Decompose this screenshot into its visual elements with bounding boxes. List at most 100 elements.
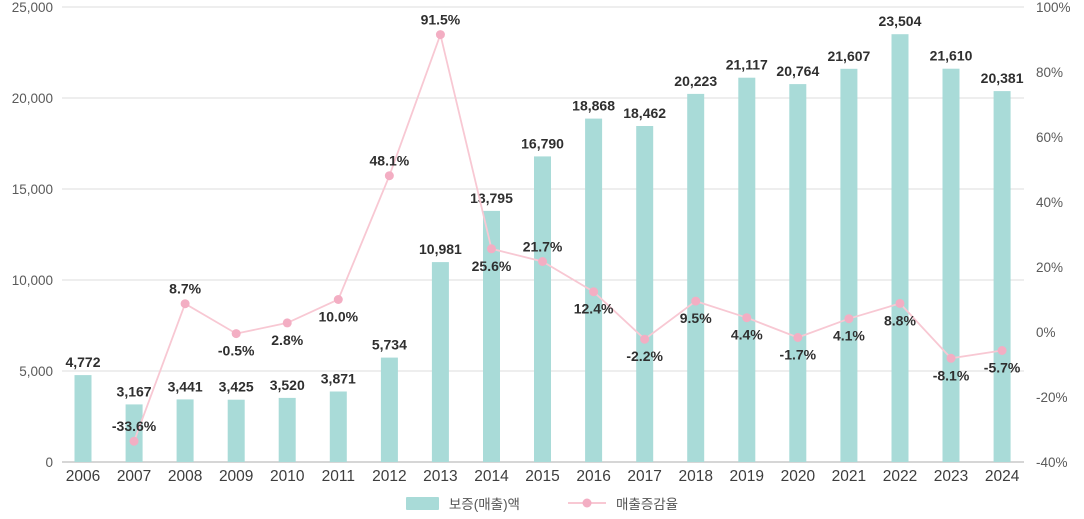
bar (636, 126, 654, 462)
bar-value-label: 13,795 (470, 190, 513, 206)
data-point-marker (486, 244, 496, 254)
x-axis-label: 2019 (730, 468, 764, 485)
data-point-marker (793, 333, 803, 342)
pct-label: 8.8% (884, 312, 916, 328)
right-axis-tick-label: -20% (1036, 390, 1068, 405)
pct-label: 25.6% (472, 258, 512, 274)
x-axis-label: 2010 (270, 468, 305, 485)
bar-value-label: 18,462 (623, 105, 666, 121)
bar-series-swatch-icon (405, 496, 439, 510)
x-axis-label: 2017 (627, 468, 661, 485)
bar-value-label: 3,425 (219, 379, 254, 395)
data-point-marker (435, 30, 445, 40)
x-axis-label: 2011 (322, 468, 355, 485)
pct-label: 91.5% (421, 12, 461, 28)
pct-label: 12.4% (574, 301, 614, 317)
bar-value-label: 23,504 (879, 13, 922, 29)
right-axis-tick-label: 20% (1036, 260, 1063, 275)
bar (534, 156, 551, 462)
x-axis-label: 2018 (678, 468, 712, 485)
bar (891, 34, 909, 462)
legend-item-bar-series: 보증(매출)액 (405, 493, 520, 513)
pct-label: -33.6% (112, 418, 157, 434)
data-point-marker (589, 287, 599, 297)
bar (125, 404, 143, 462)
bar-value-label: 4,772 (65, 354, 100, 370)
left-axis-tick-label: 5,000 (19, 364, 53, 379)
trend-line (133, 31, 1003, 442)
data-point-marker (946, 353, 956, 363)
bar-value-label: 18,868 (572, 98, 615, 114)
line-series-marker-icon (582, 498, 592, 508)
left-axis-tick-label: 0 (45, 455, 53, 470)
pct-label: -2.2% (626, 348, 663, 364)
bar (227, 399, 245, 462)
bar-value-label: 16,790 (521, 135, 564, 151)
pct-label: 2.8% (271, 332, 303, 348)
data-point-marker (895, 298, 905, 308)
bar-value-label: 5,734 (372, 337, 407, 353)
bar-value-label: 3,871 (321, 371, 356, 387)
data-point-marker (282, 318, 292, 328)
bar-series-label: 보증(매출)액 (448, 497, 520, 512)
bar (329, 391, 347, 462)
bar-value-label: 20,223 (674, 73, 717, 89)
bar (483, 210, 500, 462)
bar (176, 399, 194, 462)
bar (789, 84, 807, 462)
x-axis-label: 2012 (372, 468, 406, 485)
right-axis-tick-label: 0% (1036, 325, 1056, 340)
pct-label: 48.1% (370, 153, 410, 169)
pct-label: -8.1% (933, 367, 970, 383)
data-point-marker (180, 299, 190, 309)
data-point-marker (384, 171, 394, 181)
bar-value-label: 3,441 (168, 378, 203, 394)
bar-value-label: 3,520 (270, 377, 305, 393)
x-axis-label: 2007 (117, 468, 151, 485)
pct-label: 4.1% (833, 328, 865, 344)
bar (278, 397, 296, 462)
data-point-marker (742, 313, 752, 323)
right-axis-tick-label: -40% (1036, 455, 1068, 470)
pct-label: -0.5% (218, 343, 255, 359)
bar (74, 375, 92, 462)
data-point-marker (691, 296, 701, 306)
pct-label: 9.5% (680, 310, 712, 326)
data-point-marker (844, 314, 854, 324)
data-point-marker (333, 295, 343, 304)
left-axis-tick-label: 15,000 (12, 182, 53, 197)
x-axis-label: 2023 (934, 468, 968, 485)
pct-label: 4.4% (731, 327, 763, 343)
x-axis-label: 2006 (66, 468, 100, 485)
x-axis-label: 2020 (781, 468, 816, 485)
legend: 보증(매출)액 매출증감율 (0, 493, 1084, 513)
bar (942, 68, 960, 462)
legend-item-line-series: 매출증감율 (567, 493, 679, 513)
left-axis-tick-label: 10,000 (12, 273, 53, 288)
x-axis-label: 2009 (219, 468, 253, 485)
bar-value-label: 3,167 (117, 383, 152, 399)
right-axis-tick-label: 80% (1036, 65, 1063, 80)
bar (993, 91, 1011, 462)
bar-value-label: 21,117 (726, 57, 768, 73)
bar-value-label: 21,607 (827, 48, 870, 64)
left-axis-tick-label: 25,000 (12, 0, 53, 15)
bar-value-label: 10,981 (419, 241, 462, 257)
data-point-marker (129, 436, 139, 446)
x-axis-label: 2014 (474, 468, 509, 485)
right-axis-tick-label: 100% (1036, 0, 1071, 15)
left-axis-tick-label: 20,000 (12, 91, 53, 106)
x-axis-label: 2022 (883, 468, 917, 485)
line-series-label: 매출증감율 (615, 497, 679, 512)
bar (738, 77, 756, 462)
pct-label: 10.0% (318, 309, 358, 325)
x-axis-label: 2021 (832, 468, 866, 485)
data-point-marker (640, 334, 650, 344)
pct-label: -1.7% (780, 347, 817, 363)
data-point-marker (231, 329, 241, 339)
pct-label: 8.7% (169, 281, 201, 297)
line-series-swatch-icon (567, 498, 606, 508)
pct-label: 21.7% (523, 239, 563, 255)
